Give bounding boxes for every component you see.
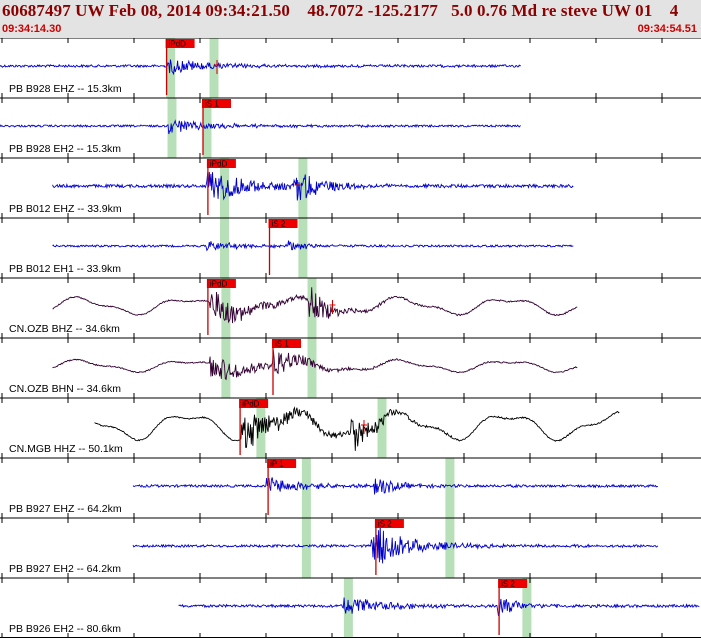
window-band <box>256 398 266 458</box>
pick-flag[interactable] <box>206 279 236 288</box>
end-time: 09:34:54.51 <box>637 23 697 35</box>
channel-label: PB B928 EH2 -- 15.3km <box>9 143 121 155</box>
waveform-trace <box>94 406 620 451</box>
pick-label: iPdD <box>210 160 228 169</box>
waveform-trace <box>132 477 658 495</box>
window-band <box>220 218 229 278</box>
window-band <box>221 338 231 398</box>
window-band <box>445 518 455 578</box>
channel-label: PB B927 EHZ -- 64.2km <box>9 503 122 515</box>
pick-label: iP 1 <box>270 460 284 469</box>
waveform-trace <box>0 119 522 135</box>
window-band <box>220 158 229 218</box>
channel-label: PB B927 EH2 -- 64.2km <box>9 563 121 575</box>
pick-label: iPdD <box>169 40 187 49</box>
pick-flag[interactable] <box>239 399 269 408</box>
trace-waveforms <box>0 59 700 617</box>
pick-flag[interactable] <box>267 459 297 468</box>
window-band <box>298 158 308 218</box>
pick-label: iPdD <box>242 400 260 409</box>
channel-label: CN.OZB BHN -- 34.6km <box>9 383 121 395</box>
channel-labels: PB B928 EHZ -- 15.3km PB B928 EH2 -- 15.3… <box>9 83 123 635</box>
pick-flag[interactable] <box>268 219 298 228</box>
event-title: 60687497 UW Feb 08, 2014 09:34:21.50 48.… <box>2 1 679 20</box>
pick-label: iS 1 <box>205 100 219 109</box>
pick-markers: iPdD iS 1 iPdD iS 2 iPdD iS 1 iPdD iP 1 iS 2 iS 2 <box>165 39 528 635</box>
seismogram-plot[interactable]: iPdD iS 1 iPdD iS 2 iPdD iS 1 iPdD iP 1 iS 2 iS 2… <box>0 38 701 638</box>
pick-label: iS 2 <box>378 520 392 529</box>
waveform-trace <box>132 524 659 564</box>
pick-label: iS 1 <box>275 340 289 349</box>
waveform-trace <box>0 59 522 76</box>
channel-label: CN.OZB BHZ -- 34.6km <box>9 323 120 335</box>
window-band <box>307 338 317 398</box>
pick-flag[interactable] <box>498 579 528 588</box>
waveform-trace <box>178 597 700 617</box>
window-band <box>445 458 455 518</box>
waveform-trace <box>52 287 578 324</box>
pick-label: iS 2 <box>272 220 286 229</box>
event-header: 60687497 UW Feb 08, 2014 09:34:21.50 48.… <box>0 0 701 38</box>
pick-flag[interactable] <box>202 99 231 108</box>
window-band <box>301 518 311 578</box>
channel-label: CN.MGB HHZ -- 50.1km <box>9 443 123 455</box>
waveform-trace <box>52 240 574 252</box>
pick-flag[interactable] <box>374 519 404 528</box>
trace-frames <box>0 38 701 638</box>
channel-label: PB B928 EHZ -- 15.3km <box>9 83 122 95</box>
start-time: 09:34:14.30 <box>2 23 62 35</box>
window-band <box>307 278 317 338</box>
window-band <box>377 398 387 458</box>
pick-label: iS 2 <box>501 580 515 589</box>
channel-label: PB B926 EH2 -- 80.6km <box>9 623 121 635</box>
waveform-trace <box>52 349 578 381</box>
pick-flag[interactable] <box>272 339 301 348</box>
window-band <box>298 218 308 278</box>
pick-flag[interactable] <box>165 39 195 48</box>
channel-label: PB B012 EHZ -- 33.9km <box>9 203 122 215</box>
window-band <box>522 578 532 638</box>
pick-label: iPdD <box>210 280 228 289</box>
channel-label: PB B012 EH1 -- 33.9km <box>9 263 121 275</box>
window-band <box>166 38 176 98</box>
waveform-trace <box>52 171 574 201</box>
pick-flag[interactable] <box>206 159 236 168</box>
